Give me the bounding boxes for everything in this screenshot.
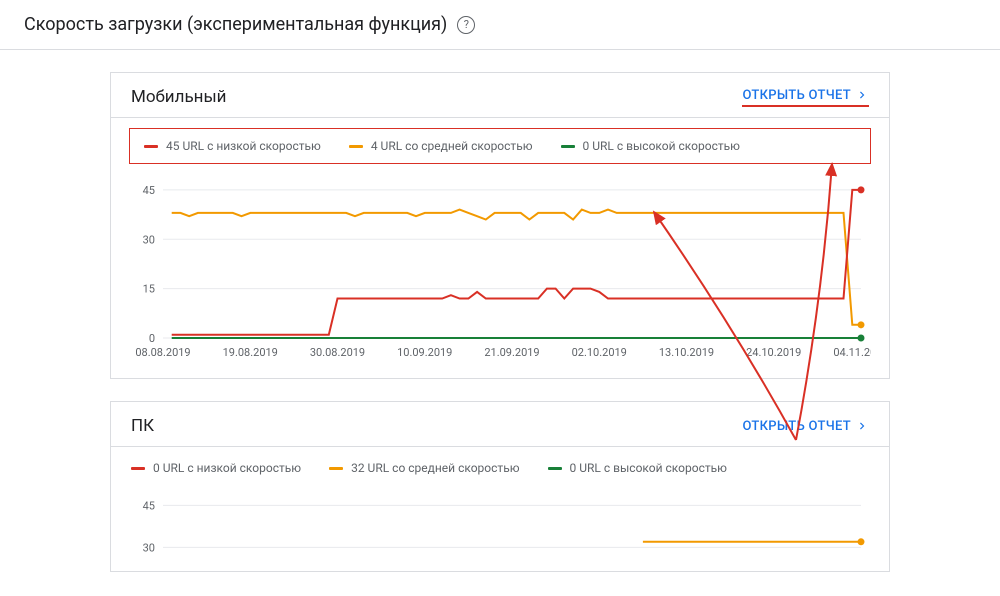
content: Мобильный ОТКРЫТЬ ОТЧЕТ 45 URL с низкой … <box>0 50 1000 594</box>
legend-item: 4 URL со средней скоростью <box>349 139 533 153</box>
svg-text:45: 45 <box>143 499 155 512</box>
legend-label: 32 URL со средней скоростью <box>351 461 519 475</box>
legend-swatch <box>329 467 343 470</box>
svg-text:30: 30 <box>143 541 155 554</box>
svg-text:02.10.2019: 02.10.2019 <box>572 346 627 359</box>
svg-text:45: 45 <box>143 184 155 197</box>
open-report-label: ОТКРЫТЬ ОТЧЕТ <box>742 419 851 434</box>
svg-text:0: 0 <box>149 332 155 345</box>
card-pc: ПК ОТКРЫТЬ ОТЧЕТ 0 URL с низкой скорость… <box>110 401 890 572</box>
svg-text:21.09.2019: 21.09.2019 <box>484 346 539 359</box>
card-mobile: Мобильный ОТКРЫТЬ ОТЧЕТ 45 URL с низкой … <box>110 72 890 379</box>
legend-swatch <box>131 467 145 470</box>
legend-pc: 0 URL с низкой скоростью 32 URL со средне… <box>111 447 889 485</box>
legend-item: 0 URL с высокой скоростью <box>548 461 727 475</box>
card-header-pc: ПК ОТКРЫТЬ ОТЧЕТ <box>111 402 889 446</box>
open-report-link-mobile[interactable]: ОТКРЫТЬ ОТЧЕТ <box>742 88 869 107</box>
card-title-mobile: Мобильный <box>131 87 226 107</box>
chevron-right-icon <box>855 419 869 433</box>
chart-wrap-pc: 30 45 <box>111 485 889 571</box>
svg-text:04.11.2019: 04.11.2019 <box>833 346 871 359</box>
legend-swatch <box>144 145 158 148</box>
svg-text:19.08.2019: 19.08.2019 <box>223 346 278 359</box>
legend-label: 4 URL со средней скоростью <box>371 139 533 153</box>
legend-item: 0 URL с высокой скоростью <box>561 139 740 153</box>
svg-text:08.08.2019: 08.08.2019 <box>135 346 190 359</box>
svg-text:24.10.2019: 24.10.2019 <box>746 346 801 359</box>
legend-swatch <box>349 145 363 148</box>
legend-item: 32 URL со средней скоростью <box>329 461 519 475</box>
chart-pc: 30 45 <box>131 491 871 557</box>
help-icon[interactable]: ? <box>457 16 475 34</box>
legend-swatch <box>561 145 575 148</box>
page-title: Скорость загрузки (экспериментальная фун… <box>24 14 447 35</box>
chevron-right-icon <box>855 88 869 102</box>
card-title-pc: ПК <box>131 416 154 436</box>
legend-swatch <box>548 467 562 470</box>
legend-item: 45 URL с низкой скоростью <box>144 139 321 153</box>
legend-label: 0 URL с низкой скоростью <box>153 461 301 475</box>
legend-label: 0 URL с высокой скоростью <box>583 139 740 153</box>
page-header: Скорость загрузки (экспериментальная фун… <box>0 0 1000 50</box>
chart-wrap-mobile: 0 15 30 45 08.08.2019 19.08.2019 30.08.2019 10.… <box>111 168 889 378</box>
svg-text:13.10.2019: 13.10.2019 <box>659 346 714 359</box>
legend-label: 45 URL с низкой скоростью <box>166 139 321 153</box>
legend-label: 0 URL с высокой скоростью <box>570 461 727 475</box>
legend-mobile: 45 URL с низкой скоростью 4 URL со средне… <box>129 128 871 164</box>
svg-text:30: 30 <box>143 233 155 246</box>
legend-item: 0 URL с низкой скоростью <box>131 461 301 475</box>
svg-text:15: 15 <box>143 283 155 296</box>
chart-mobile: 0 15 30 45 08.08.2019 19.08.2019 30.08.2019 10.… <box>131 174 871 364</box>
svg-text:10.09.2019: 10.09.2019 <box>397 346 452 359</box>
card-header-mobile: Мобильный ОТКРЫТЬ ОТЧЕТ <box>111 73 889 117</box>
divider <box>111 117 889 118</box>
open-report-link-pc[interactable]: ОТКРЫТЬ ОТЧЕТ <box>742 419 869 434</box>
svg-text:30.08.2019: 30.08.2019 <box>310 346 365 359</box>
open-report-label: ОТКРЫТЬ ОТЧЕТ <box>742 88 851 103</box>
